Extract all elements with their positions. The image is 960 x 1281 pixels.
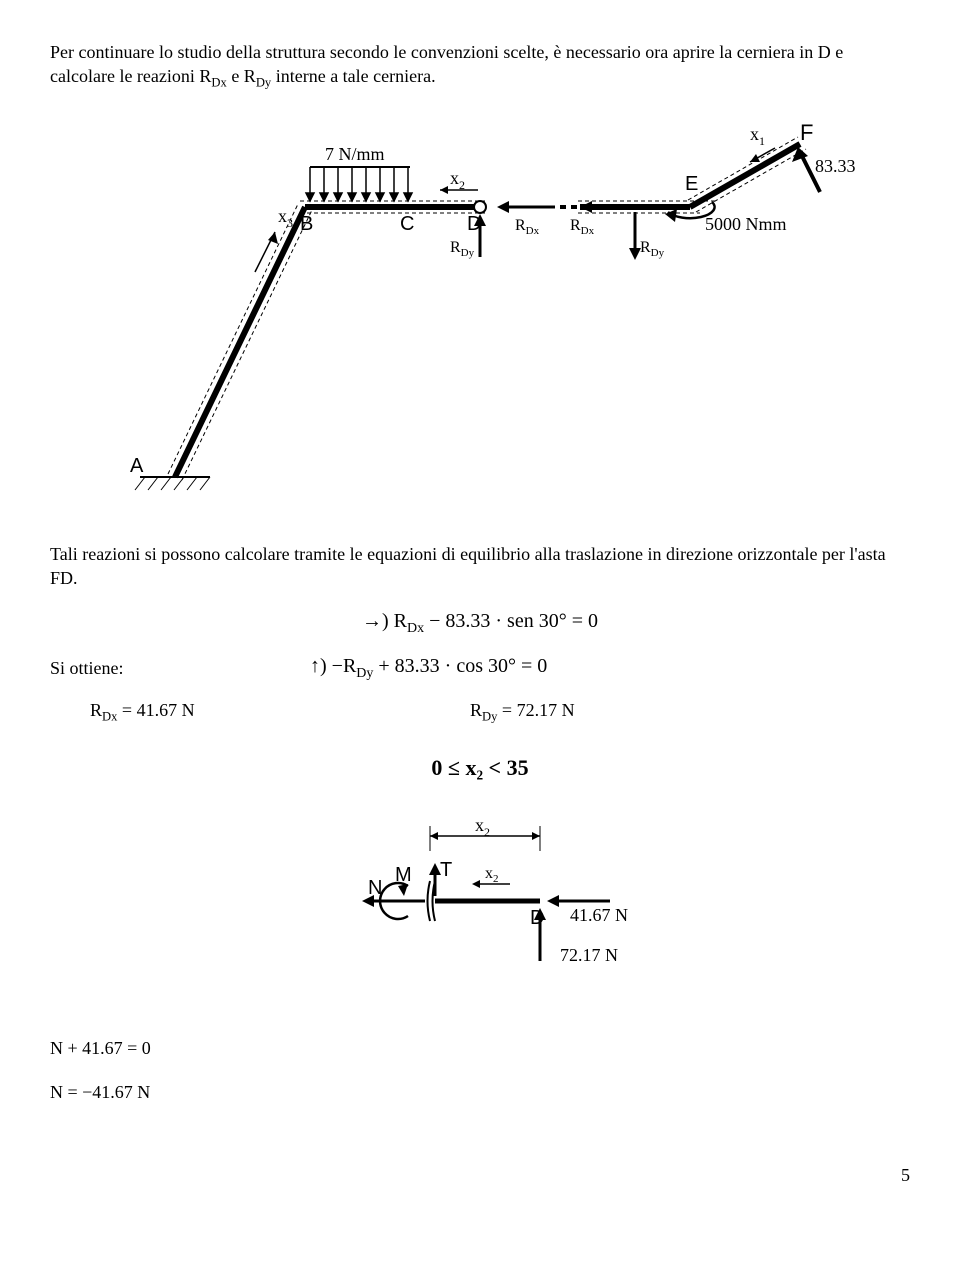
rdy-l-sub: Dy <box>461 247 475 259</box>
result-rdy: RDy = 72.17 N <box>470 700 575 725</box>
d2-f1: 41.67 N <box>570 905 628 925</box>
label-e: E <box>685 173 698 195</box>
svg-text:RDy: RDy <box>450 239 475 259</box>
rdx-right-arrow <box>580 201 630 213</box>
force-f-label: 83.33 N <box>815 156 860 176</box>
distributed-load <box>306 167 412 201</box>
x3-label: x <box>278 206 287 226</box>
eq2-sub: Dy <box>356 666 373 681</box>
d2-x2b: x <box>485 865 493 882</box>
sub-dy-1: Dy <box>256 76 271 90</box>
eq2a: ↑) −R <box>310 655 356 677</box>
structure-diagram: A x3 B C 7 N/mm D x2 <box>100 112 860 512</box>
res1a: R <box>90 700 102 720</box>
rdx-left-arrow <box>497 201 555 213</box>
x3-sub: 3 <box>287 216 293 230</box>
x1-label: x <box>750 124 759 144</box>
rdy-r-sub: Dy <box>651 247 665 259</box>
hinge-d <box>474 201 486 213</box>
svg-text:x2: x2 <box>485 865 499 885</box>
page-number: 5 <box>50 1165 910 1186</box>
d2-x2bsub: 2 <box>493 873 499 885</box>
label-c: C <box>400 213 414 235</box>
eq-n2: N = −41.67 N <box>50 1080 910 1104</box>
intro-paragraph: Per continuare lo studio della struttura… <box>50 40 910 92</box>
intro-text-3: interne a tale cerniera. <box>271 66 435 86</box>
eq1-sub: Dx <box>407 621 424 636</box>
eq-n1: N + 41.67 = 0 <box>50 1036 910 1060</box>
range-heading: 0 ≤ x₂ < 35 <box>50 755 910 781</box>
d2-t: T <box>440 859 452 881</box>
dist-load-label: 7 N/mm <box>325 144 385 164</box>
svg-text:RDy: RDy <box>640 239 665 259</box>
para-2: Tali reazioni si possono calcolare trami… <box>50 542 910 591</box>
eq1b: − 83.33 · sen 30° = 0 <box>424 610 598 632</box>
label-a: A <box>130 455 144 477</box>
res2a: R <box>470 700 482 720</box>
label-f: F <box>800 120 813 145</box>
moment-label: 5000 Nmm <box>705 214 787 234</box>
rdy-r: R <box>640 239 651 256</box>
res1-sub: Dx <box>102 710 117 724</box>
x2-label: x <box>450 168 459 188</box>
eq1a: →) R <box>362 610 407 632</box>
eq2b: + 83.33 · cos 30° = 0 <box>373 655 547 677</box>
rdy-l: R <box>450 239 461 256</box>
svg-text:x2: x2 <box>450 168 465 192</box>
svg-text:RDx: RDx <box>570 217 595 237</box>
rdx-l: R <box>515 217 526 234</box>
sub-dx-1: Dx <box>211 76 226 90</box>
svg-text:x1: x1 <box>750 124 765 148</box>
res1b: = 41.67 N <box>117 700 194 720</box>
support-a <box>135 477 210 490</box>
d2-x2: x <box>475 815 484 835</box>
eq-arrow-right: →) RDx − 83.33 · sen 30° = 0 <box>50 610 910 637</box>
result-rdx: RDx = 41.67 N <box>90 700 350 725</box>
intro-text-1: Per continuare lo studio della struttura… <box>50 42 843 86</box>
rdx-r-sub: Dx <box>581 225 595 237</box>
d2-f2: 72.17 N <box>560 945 618 965</box>
rdx-l-sub: Dx <box>526 225 540 237</box>
x2-sub: 2 <box>459 178 465 192</box>
eq-arrow-up: ↑) −RDy + 83.33 · cos 30° = 0 <box>310 655 547 682</box>
label-b: B <box>300 213 313 235</box>
svg-text:RDx: RDx <box>515 217 540 237</box>
rdx-r: R <box>570 217 581 234</box>
intro-text-2: e R <box>227 66 256 86</box>
d2-m: M <box>395 864 412 886</box>
d2-x2sub: 2 <box>484 825 490 839</box>
res2-sub: Dy <box>482 710 497 724</box>
x1-sub: 1 <box>759 134 765 148</box>
si-ottiene: Si ottiene: <box>50 658 310 679</box>
res2b: = 72.17 N <box>497 700 574 720</box>
svg-text:x3: x3 <box>278 206 293 230</box>
cut-diagram: x2 N M T D x2 41.67 N 72.17 N <box>280 806 680 1006</box>
